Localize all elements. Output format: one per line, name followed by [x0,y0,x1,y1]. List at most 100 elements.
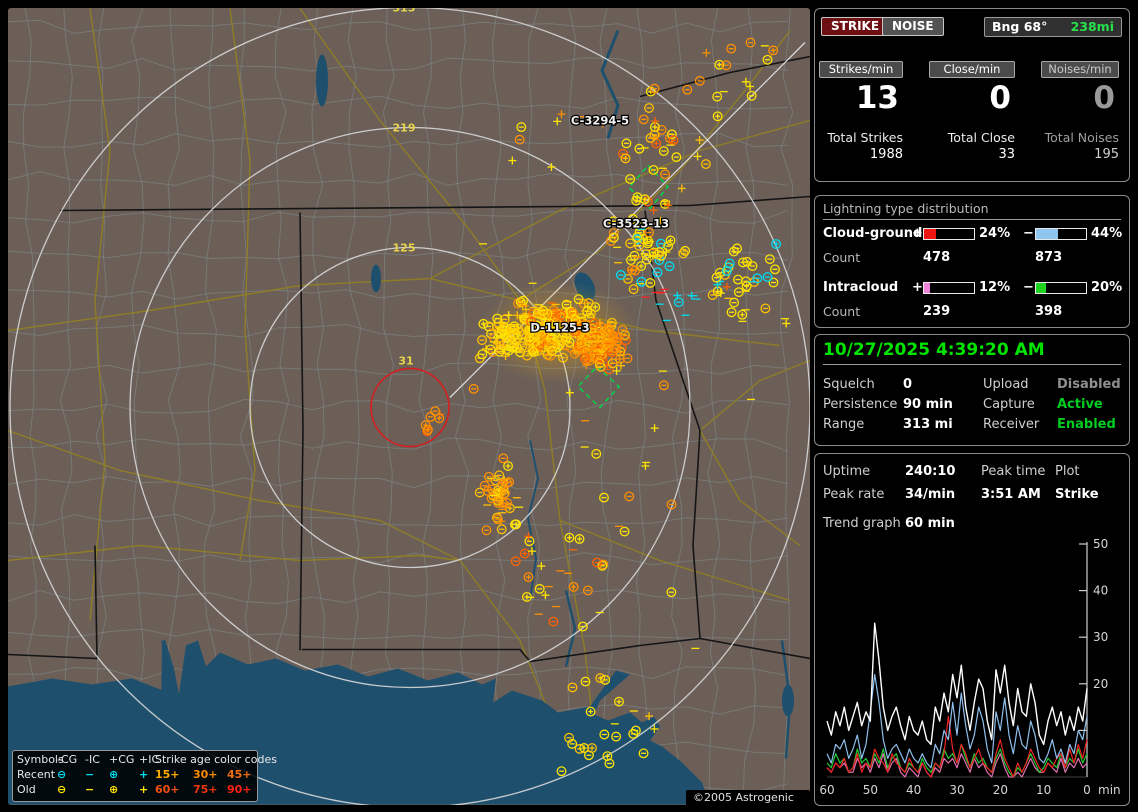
map[interactable]: 313 219 125 31 C-3294-5 C-3523-13 D-1125-3 [8,8,810,805]
counter-chip: Close/min [929,61,1015,78]
strike-symbol [498,453,509,464]
strike-symbol [666,129,677,140]
strike-symbol [745,37,756,48]
trend-series-total-strikes-min [826,622,1088,746]
map-legend: Symbols -CG -IC +CG +IC Strike age color code… [12,750,277,802]
strike-symbol [519,328,530,339]
stats-row: Uptime 240:10 Peak time Plot [815,464,1129,484]
strike-symbol [768,45,779,56]
status-label: Range [823,417,865,432]
strike-symbol [570,326,581,337]
strike-symbol [608,232,619,243]
strike-symbol [528,346,539,357]
strike-symbol [729,297,740,308]
distribution-name: Cloud-ground [823,226,923,241]
strike-symbol [660,198,670,209]
strike-symbol [468,383,479,394]
strike-symbol [504,311,513,320]
strike-symbol [558,352,568,363]
strike-symbol [534,583,545,594]
distribution-row: Cloud-ground +24% − 44% [815,226,1129,246]
strike-symbol [546,333,557,344]
stats-col4: Plot [1055,464,1080,479]
range-ring-label: 125 [393,242,416,255]
strike-symbol [656,124,667,135]
pos-bar-fill [924,229,936,239]
status-label: Capture [983,397,1035,412]
legend-age-code: 60+ [155,783,180,796]
strike-symbol [715,267,725,278]
strike-symbol [567,738,578,749]
strike-button[interactable]: STRIKE [821,17,890,36]
y-tick-label: 30 [1093,630,1108,644]
strike-symbol [564,337,575,348]
strike-symbol [483,471,494,482]
strike-symbol [733,287,744,298]
strike-symbol [695,136,704,145]
strike-symbol [621,138,632,149]
y-tick-label: 50 [1093,538,1108,551]
strike-symbol [638,220,649,231]
strike-symbol [671,152,682,163]
strike-symbol [570,314,581,325]
plus-sign: + [912,280,923,295]
strike-symbol [503,345,514,356]
count-label: Count [823,250,861,265]
strike-symbol [616,361,625,370]
clock: 10/27/2025 4:39:20 AM [823,340,1121,365]
pos-bar [923,282,975,294]
strike-symbol [477,349,488,360]
legend-symbol-glyph: + [139,783,149,796]
strike-symbol [768,277,779,288]
strike-symbol [573,294,584,305]
legend-symbol-glyph: − [85,783,95,796]
counter-column-noises-min: Noises/min 0 Total Noises 195 [1041,61,1119,162]
neg-bar-fill [1036,229,1058,239]
neg-count: 873 [1035,250,1063,265]
strike-symbol [577,621,588,632]
strike-symbol [592,557,602,568]
strike-cluster [556,673,659,777]
map-panel[interactable]: 313 219 125 31 C-3294-5 C-3523-13 D-1125-3 Sym… [8,8,810,805]
strike-cluster [474,311,539,364]
strike-symbol [594,358,605,369]
legend-col-+IC: +IC [139,753,160,766]
strike-symbol [764,254,775,265]
neg-bar [1035,228,1087,240]
strike-symbol [497,479,506,488]
strike-symbol [741,77,750,86]
noise-button[interactable]: NOISE [882,17,944,36]
stats-row: Peak rate 34/min 3:51 AM Strike [815,487,1129,507]
strike-cluster [655,291,701,322]
strike-symbol [611,731,622,742]
strike-symbol [565,388,574,397]
strike-symbol [595,321,606,332]
trend-label: Trend graph [823,516,901,531]
status-label: Upload [983,377,1029,392]
distribution-name: Intracloud [823,280,899,295]
legend-age-code: 90+ [227,783,252,796]
stats-col3: 3:51 AM [981,487,1041,502]
strike-symbol [592,349,603,359]
strike-symbol [722,282,731,291]
status-value: Disabled [1057,377,1121,392]
storm-cell-marker [627,164,669,210]
strike-symbol [620,153,631,164]
stats-col3: Peak time [981,464,1046,479]
strike-symbol [609,343,620,354]
trend-graph: 50 40 30 20 60 50 40 30 20 10 0 min [819,538,1120,797]
strike-symbol [585,706,596,717]
strike-symbol [632,232,643,243]
strike-symbol [612,366,621,375]
strike-symbol [494,346,505,357]
distribution-box: Lightning type distribution Cloud-ground… [814,195,1130,328]
strike-symbol [553,117,562,126]
strike-symbol [651,117,660,126]
trend-series--ic-min [826,753,1088,778]
strike-symbol [645,277,656,288]
strike-symbol [627,264,638,275]
neg-percent: 44% [1091,226,1123,241]
legend-col-+CG: +CG [109,753,135,766]
strike-symbol [604,758,615,769]
strike-symbol [641,461,650,470]
